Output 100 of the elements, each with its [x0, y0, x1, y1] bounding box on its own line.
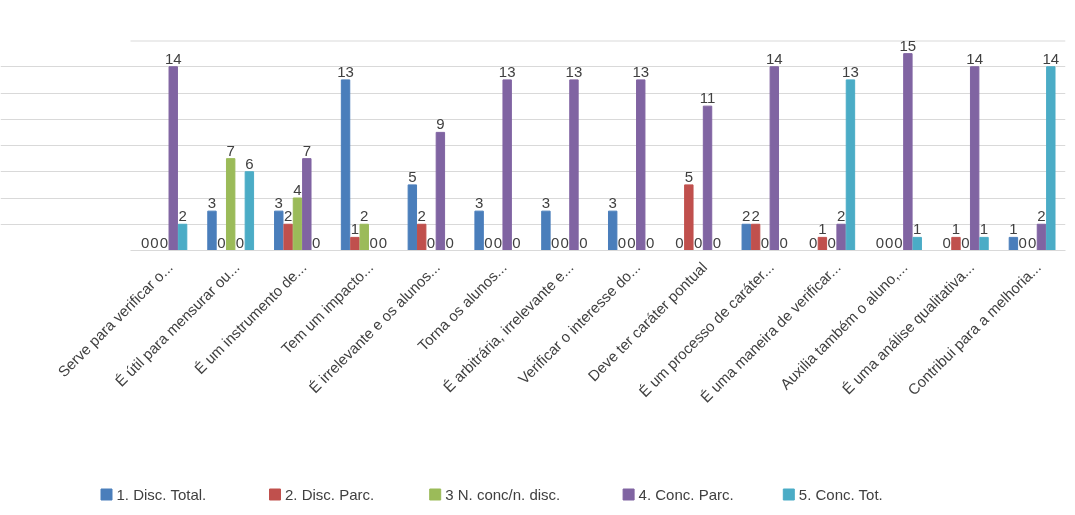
data-label: 0 [894, 233, 903, 251]
legend-label: 5. Conc. Tot. [798, 486, 883, 503]
data-label: 0 [311, 233, 321, 251]
data-label: 3 [541, 194, 551, 212]
bar [502, 79, 512, 251]
data-label: 0 [875, 233, 885, 251]
bar [702, 105, 713, 251]
data-label: 0 [217, 233, 226, 251]
bar [741, 223, 751, 251]
data-label: 3 [207, 194, 217, 212]
data-label: 0 [942, 233, 951, 251]
data-label: 0 [1018, 233, 1027, 251]
bar [177, 223, 188, 251]
data-label: 13 [842, 62, 859, 80]
data-label: 13 [337, 62, 354, 80]
data-label: 1 [1009, 220, 1018, 238]
data-label: 1 [818, 220, 827, 238]
bar [1008, 236, 1019, 251]
data-label: 3 [274, 194, 283, 212]
data-label: 1 [979, 220, 989, 238]
data-label: 2 [417, 207, 426, 225]
bar [836, 223, 846, 251]
bar [416, 223, 427, 251]
data-label: 3 [474, 194, 484, 212]
data-label: 7 [302, 141, 311, 159]
data-label: 2 [178, 207, 187, 225]
data-label: 0 [445, 233, 454, 251]
data-label: 14 [164, 49, 182, 67]
bar [302, 158, 312, 251]
bar [350, 236, 360, 251]
bar [292, 197, 303, 251]
data-label: 0 [141, 233, 150, 251]
data-label: 0 [493, 233, 502, 251]
bar [845, 79, 856, 251]
data-label: 0 [369, 233, 378, 251]
legend-label: 1. Disc. Total. [116, 486, 207, 503]
bar [903, 53, 913, 251]
legend-label: 2. Disc. Parc. [285, 486, 375, 503]
data-label: 11 [699, 89, 716, 107]
data-label: 2 [360, 207, 369, 225]
data-label: 1 [350, 220, 360, 238]
data-label: 13 [632, 62, 650, 80]
bar [607, 210, 618, 251]
data-label: 4 [293, 181, 302, 198]
data-label: 14 [765, 49, 783, 67]
bar [168, 66, 178, 251]
data-label: 13 [498, 62, 516, 80]
data-label: 0 [512, 233, 521, 251]
data-label: 2 [283, 207, 293, 225]
data-label: 0 [712, 233, 722, 251]
data-label: 0 [827, 233, 836, 251]
data-label: 0 [694, 233, 703, 251]
data-label: 0 [627, 233, 636, 251]
data-label: 1 [913, 220, 922, 238]
bar [636, 79, 646, 251]
bar [750, 223, 761, 251]
data-label: 0 [675, 233, 684, 251]
bar [569, 79, 579, 251]
legend-label: 4. Conc. Parc. [638, 486, 734, 503]
bar [541, 210, 551, 251]
data-label: 0 [426, 233, 436, 251]
data-label: 1 [951, 220, 961, 238]
data-label: 3 [608, 194, 617, 212]
data-label: 14 [1042, 49, 1060, 67]
bar [283, 223, 293, 251]
data-label: 0 [484, 233, 493, 251]
data-label: 0 [645, 233, 655, 251]
data-label: 5 [684, 167, 693, 185]
bar [817, 236, 828, 251]
data-label: 0 [885, 233, 894, 251]
bar [274, 210, 284, 251]
data-label: 14 [966, 49, 984, 67]
data-label: 0 [150, 233, 159, 251]
data-label: 0 [378, 233, 388, 251]
bar [340, 79, 351, 251]
data-label: 13 [565, 62, 583, 80]
data-label: 2 [836, 207, 846, 225]
bar [225, 158, 236, 251]
data-label: 0 [961, 233, 970, 251]
bar [407, 184, 418, 251]
data-label: 9 [436, 115, 445, 133]
data-label: 7 [226, 141, 235, 159]
data-label: 0 [760, 233, 770, 251]
bar [1036, 223, 1047, 251]
bar [244, 171, 255, 251]
bar [969, 66, 980, 251]
data-label: 5 [408, 167, 417, 185]
bar [912, 236, 922, 251]
data-label: 0 [617, 233, 627, 251]
data-label: 2 [742, 207, 751, 225]
data-label: 0 [159, 233, 169, 251]
data-label: 2 [1037, 207, 1046, 225]
data-label: 0 [779, 233, 788, 251]
data-label: 0 [808, 233, 818, 251]
data-label: 6 [245, 154, 254, 172]
data-label: 0 [579, 233, 588, 251]
data-label: 0 [560, 233, 569, 251]
data-label: 0 [551, 233, 560, 251]
bar [474, 210, 484, 251]
bar [1046, 66, 1056, 251]
